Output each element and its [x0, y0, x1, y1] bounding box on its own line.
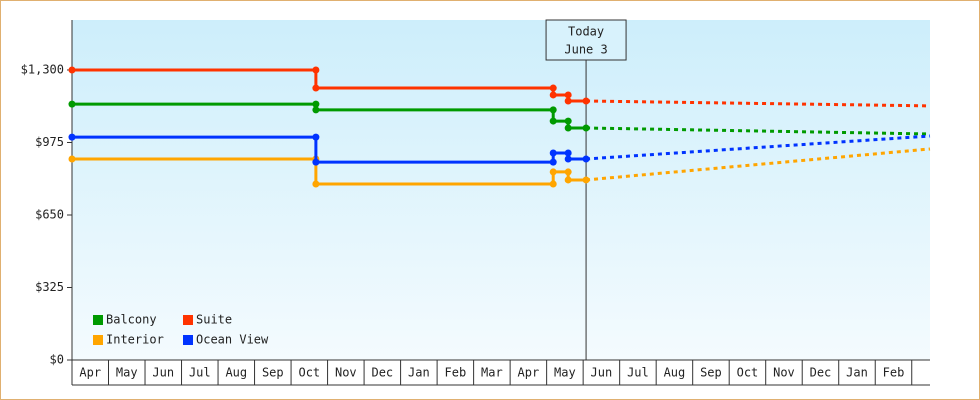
- point: [312, 84, 320, 92]
- x-tick-label: Aug: [664, 366, 686, 380]
- y-tick-label: $0: [50, 353, 64, 367]
- point: [564, 176, 572, 184]
- today-box: [545, 19, 627, 61]
- point: [312, 180, 320, 188]
- point: [564, 97, 572, 105]
- x-tick-label: Sep: [700, 366, 722, 380]
- point: [582, 155, 590, 163]
- point: [312, 158, 320, 166]
- legend-swatch: [93, 315, 103, 325]
- plot-area: [72, 20, 930, 360]
- point: [549, 106, 557, 114]
- x-tick-label: Nov: [773, 366, 795, 380]
- today-label: Today: [568, 25, 604, 39]
- point: [564, 117, 572, 125]
- x-tick-label: Apr: [79, 366, 101, 380]
- point: [582, 124, 590, 132]
- legend-label: Balcony: [106, 313, 157, 327]
- x-tick-label: Aug: [225, 366, 247, 380]
- x-tick-label: Feb: [445, 366, 467, 380]
- point: [549, 84, 557, 92]
- point: [564, 124, 572, 132]
- x-tick-label: Dec: [371, 366, 393, 380]
- x-tick-label: May: [116, 366, 138, 380]
- projection-line: [585, 134, 931, 161]
- point: [564, 149, 572, 157]
- y-tick-label: $975: [35, 135, 64, 149]
- x-tick-label: Jul: [627, 366, 649, 380]
- legend-swatch: [93, 335, 103, 345]
- x-tick-label: Jun: [591, 366, 613, 380]
- legend-swatch: [183, 335, 193, 345]
- point: [312, 133, 320, 141]
- point: [549, 168, 557, 176]
- point: [68, 133, 76, 141]
- legend-label: Ocean View: [196, 333, 269, 347]
- x-tick-label: Dec: [810, 366, 832, 380]
- point: [549, 158, 557, 166]
- point: [564, 168, 572, 176]
- x-tick-label: Nov: [335, 366, 357, 380]
- x-tick-label: Feb: [883, 366, 905, 380]
- point: [564, 155, 572, 163]
- projection-line: [586, 126, 931, 136]
- today-label: June 3: [564, 43, 607, 57]
- x-tick-label: Jan: [408, 366, 430, 380]
- x-tick-label: Jan: [846, 366, 868, 380]
- legend-label: Interior: [106, 333, 164, 347]
- y-tick-label: $325: [35, 280, 64, 294]
- x-tick-label: Jun: [152, 366, 174, 380]
- point: [312, 100, 320, 108]
- y-tick-label: $1,300: [21, 62, 64, 76]
- y-tick-label: $650: [35, 207, 64, 221]
- point: [549, 149, 557, 157]
- point: [582, 97, 590, 105]
- point: [549, 91, 557, 99]
- projection-line: [585, 147, 931, 182]
- point: [312, 66, 320, 74]
- point: [549, 180, 557, 188]
- point: [68, 155, 76, 163]
- point: [549, 117, 557, 125]
- point: [564, 91, 572, 99]
- point: [582, 176, 590, 184]
- x-tick-label: Jul: [189, 366, 211, 380]
- x-tick-label: Mar: [481, 366, 503, 380]
- x-tick-label: Apr: [518, 366, 540, 380]
- x-tick-label: Oct: [298, 366, 320, 380]
- point: [68, 100, 76, 108]
- point: [68, 66, 76, 74]
- projection-line: [586, 99, 931, 108]
- x-tick-label: May: [554, 366, 576, 380]
- x-tick-label: Oct: [737, 366, 759, 380]
- legend-swatch: [183, 315, 193, 325]
- point: [312, 106, 320, 114]
- legend-label: Suite: [196, 313, 232, 327]
- x-tick-label: Sep: [262, 366, 284, 380]
